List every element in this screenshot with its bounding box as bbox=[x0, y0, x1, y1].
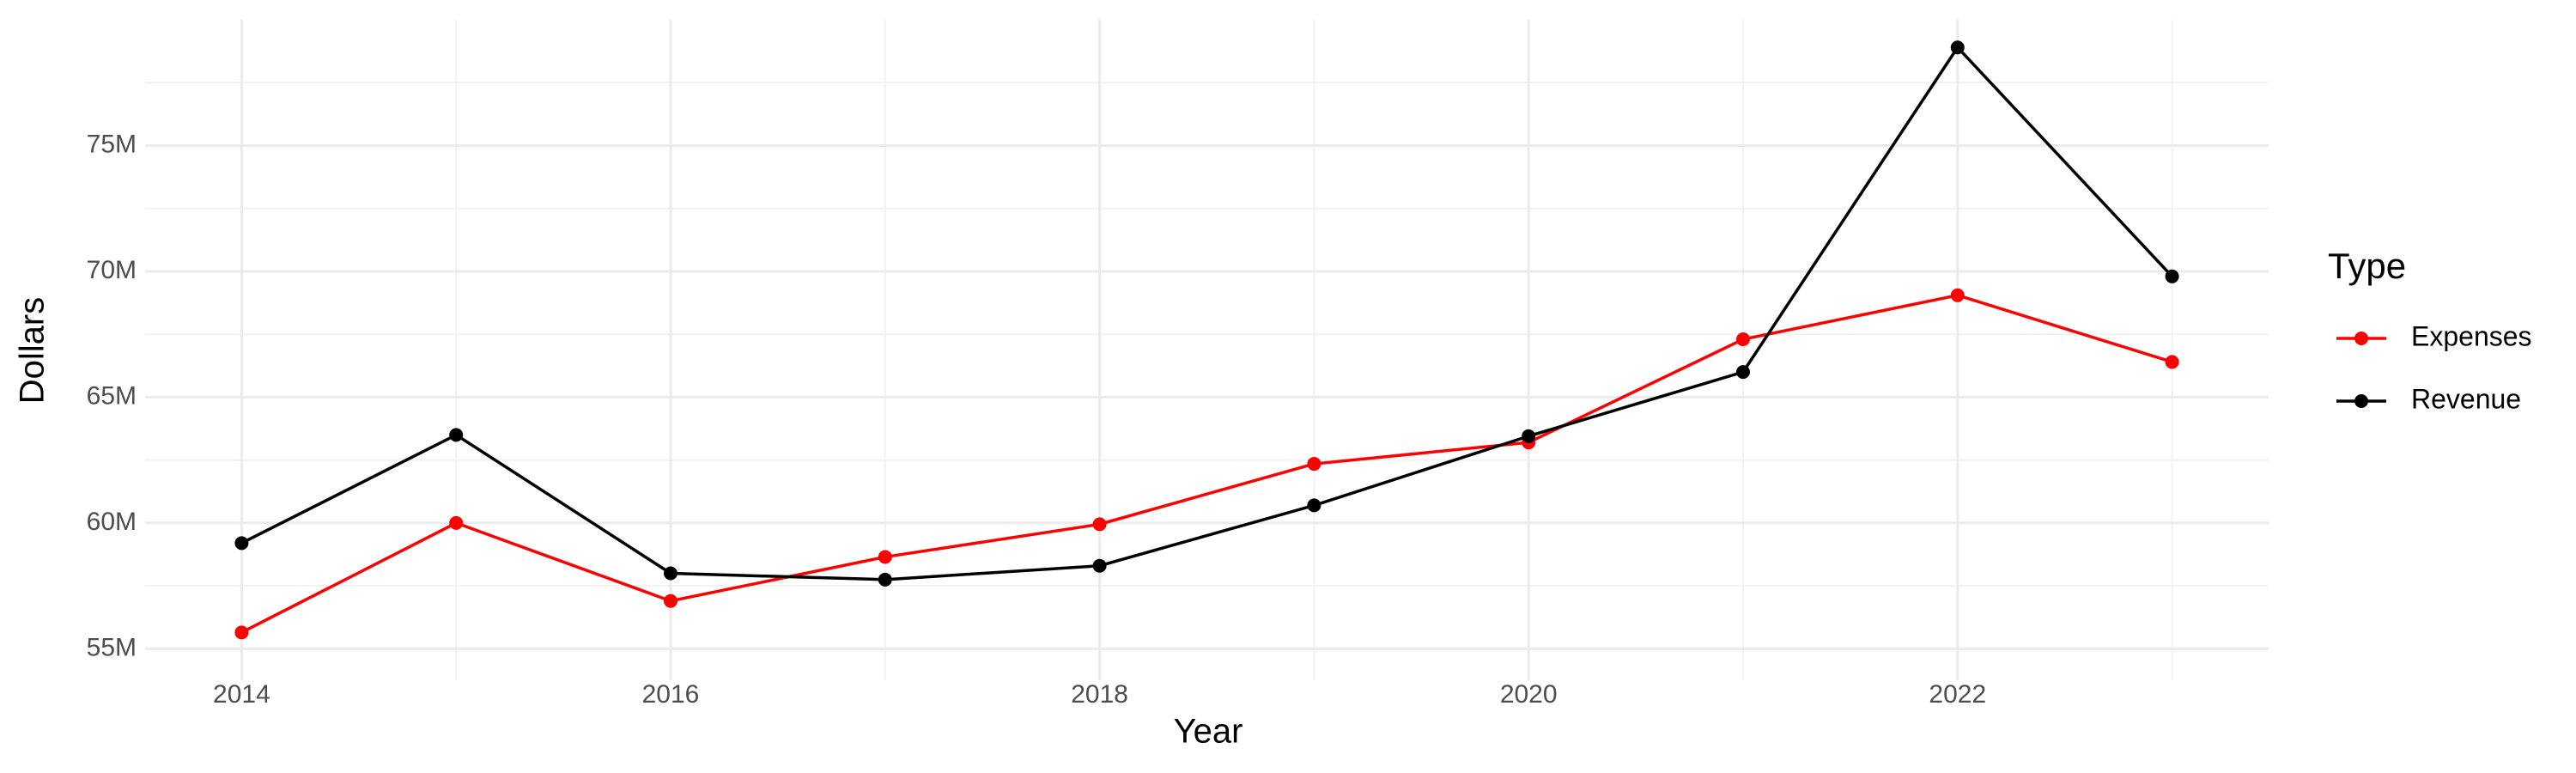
data-point bbox=[234, 536, 249, 551]
data-point bbox=[664, 593, 678, 608]
data-point bbox=[2165, 269, 2179, 283]
legend-title: Type bbox=[2328, 246, 2406, 286]
data-point bbox=[449, 515, 464, 530]
legend-marker bbox=[2354, 394, 2368, 408]
legend-label: Expenses bbox=[2411, 320, 2532, 351]
y-tick-label: 60M bbox=[87, 508, 137, 536]
series-line bbox=[240, 293, 2173, 634]
x-tick-label: 2022 bbox=[1929, 680, 1986, 709]
data-point bbox=[1950, 40, 1965, 55]
data-point bbox=[1307, 457, 1321, 472]
y-axis-title: Dollars bbox=[14, 297, 52, 404]
data-point bbox=[2165, 355, 2179, 369]
y-tick-label: 65M bbox=[87, 381, 137, 410]
x-tick-label: 2016 bbox=[642, 680, 700, 709]
data-point bbox=[1950, 288, 1965, 302]
data-point bbox=[878, 572, 892, 587]
data-point bbox=[878, 550, 892, 564]
x-tick-label: 2018 bbox=[1071, 680, 1128, 709]
y-tick-label: 55M bbox=[87, 633, 137, 661]
data-point bbox=[234, 625, 249, 640]
legend-marker bbox=[2354, 332, 2368, 345]
data-point bbox=[1522, 429, 1536, 443]
data-point bbox=[1307, 498, 1321, 513]
data-point bbox=[449, 428, 464, 442]
x-tick-label: 2014 bbox=[213, 680, 270, 709]
data-point bbox=[664, 566, 678, 581]
data-point bbox=[1735, 365, 1750, 380]
series-line bbox=[240, 45, 2173, 581]
data-point bbox=[1092, 517, 1107, 532]
data-point bbox=[1735, 332, 1750, 347]
x-axis-title: Year bbox=[1174, 713, 1243, 751]
x-tick-label: 2020 bbox=[1500, 680, 1558, 709]
y-tick-label: 75M bbox=[87, 130, 137, 158]
legend-label: Revenue bbox=[2411, 383, 2521, 414]
y-tick-label: 70M bbox=[87, 256, 137, 284]
data-point bbox=[1092, 558, 1107, 573]
